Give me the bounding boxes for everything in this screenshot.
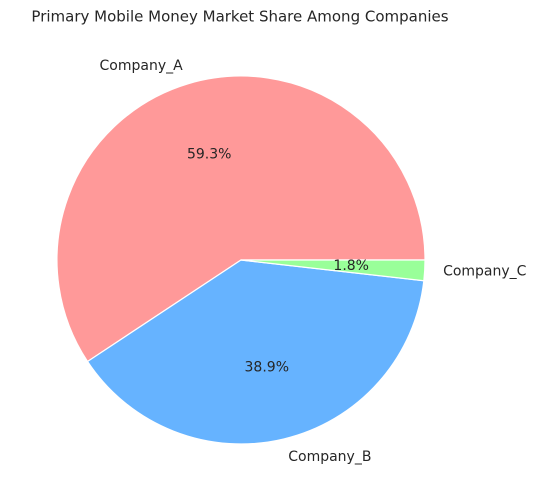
pie-slice <box>240 259 426 282</box>
slice-label: Company_C <box>443 263 527 279</box>
chart-title: Primary Mobile Money Market Share Among … <box>31 8 448 26</box>
pie-slice <box>86 259 425 445</box>
slice-label: Company_B <box>288 449 371 465</box>
value-label: 38.9% <box>245 359 289 375</box>
value-label: 59.3% <box>187 146 231 162</box>
value-label: 1.8% <box>333 258 369 274</box>
pie-slice <box>56 75 426 363</box>
slice-label: Company_A <box>100 58 184 74</box>
